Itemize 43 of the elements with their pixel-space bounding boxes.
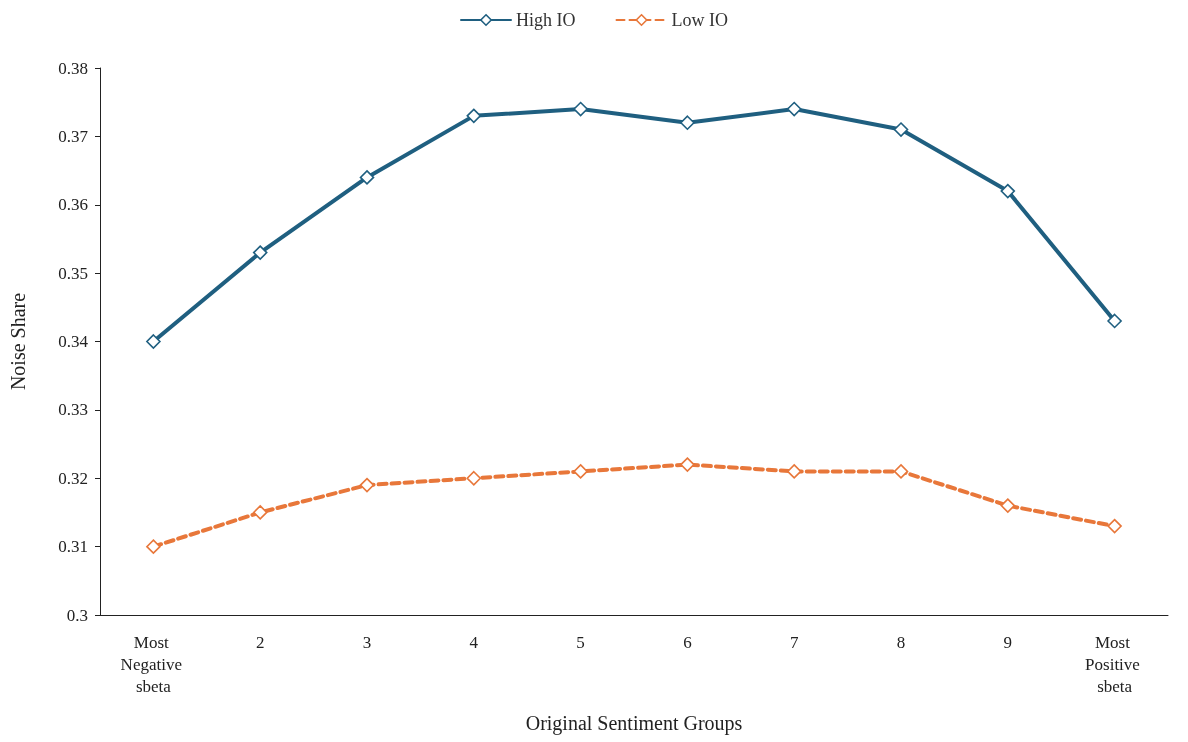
point bbox=[573, 101, 588, 117]
point bbox=[146, 539, 161, 554]
y-tick-label: 0.36 bbox=[58, 195, 88, 215]
point bbox=[252, 245, 268, 260]
point bbox=[786, 101, 802, 117]
y-tick-label: 0.34 bbox=[58, 332, 89, 351]
x-tick-label: 2 bbox=[255, 632, 265, 652]
y-tick-label: 0.31 bbox=[58, 537, 88, 557]
point bbox=[680, 457, 695, 472]
x-tick-label: Most Positive sbeta bbox=[1085, 632, 1145, 696]
x-tick-label: 8 bbox=[896, 632, 906, 652]
point bbox=[573, 464, 588, 479]
point bbox=[786, 464, 802, 479]
legend-label: High IO bbox=[516, 10, 576, 30]
x-tick-label: Most Negative sbeta bbox=[120, 632, 187, 696]
y-tick-label: 0.35 bbox=[58, 263, 88, 283]
point bbox=[359, 170, 375, 185]
point bbox=[359, 477, 375, 493]
point bbox=[252, 505, 268, 520]
x-axis-title: Original Sentiment Groups bbox=[525, 712, 743, 735]
y-tick-label: 0.33 bbox=[58, 400, 88, 420]
y-tick-label: 0.37 bbox=[58, 126, 89, 146]
point bbox=[1000, 498, 1016, 513]
x-tick-label: 5 bbox=[576, 632, 585, 652]
x-tick-label: 6 bbox=[683, 632, 692, 652]
point bbox=[893, 464, 909, 479]
x-tick-label: 9 bbox=[1003, 632, 1013, 652]
point bbox=[1107, 313, 1122, 329]
point bbox=[1000, 183, 1016, 199]
y-tick-label: 0.32 bbox=[58, 468, 88, 488]
point bbox=[146, 334, 161, 349]
point bbox=[893, 122, 909, 137]
x-tick-label: 3 bbox=[362, 632, 372, 652]
y-tick-label: 0.38 bbox=[58, 58, 88, 78]
point bbox=[680, 115, 695, 130]
legend-label: Low IO bbox=[671, 10, 728, 30]
point bbox=[466, 470, 482, 486]
x-tick-label: 7 bbox=[789, 632, 799, 652]
y-axis-title: Noise Share bbox=[7, 292, 29, 391]
y-tick-label: 0.3 bbox=[66, 605, 88, 625]
point bbox=[466, 108, 482, 124]
x-tick-label: 4 bbox=[469, 632, 479, 652]
point bbox=[1107, 518, 1122, 534]
